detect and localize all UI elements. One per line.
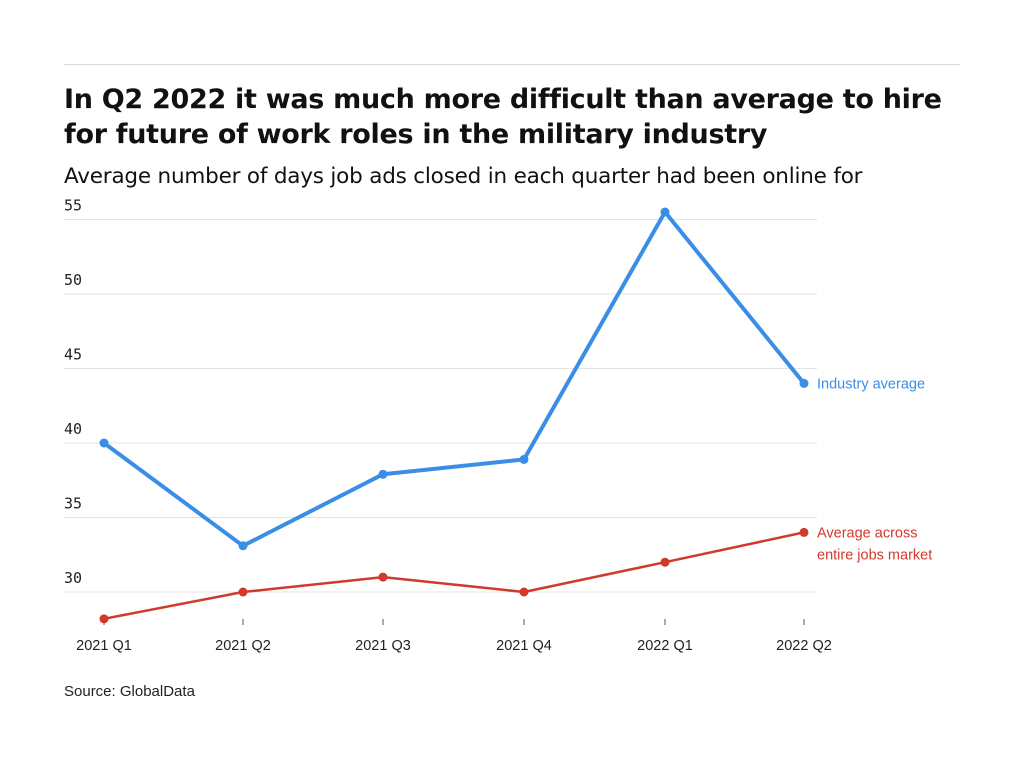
y-tick-label: 50 [64, 271, 82, 289]
y-tick-label: 35 [64, 495, 82, 513]
series-label: Average across [817, 525, 917, 541]
data-point [660, 207, 670, 217]
data-point [378, 572, 388, 582]
data-point [660, 557, 670, 567]
data-point [799, 378, 809, 388]
data-point [799, 527, 809, 537]
x-tick-label: 2021 Q4 [496, 638, 552, 654]
data-point [519, 587, 529, 597]
x-tick-label: 2022 Q2 [776, 638, 832, 654]
top-rule [64, 64, 960, 65]
data-point [519, 454, 529, 464]
x-tick-label: 2021 Q1 [76, 638, 132, 654]
x-tick-label: 2022 Q1 [637, 638, 693, 654]
y-tick-label: 45 [64, 346, 82, 364]
y-tick-label: 30 [64, 569, 82, 587]
source-note: Source: GlobalData [64, 683, 195, 700]
y-tick-label: 40 [64, 420, 82, 438]
data-point [99, 614, 109, 624]
chart-subtitle: Average number of days job ads closed in… [64, 164, 863, 189]
data-point [378, 469, 388, 479]
data-point [238, 587, 248, 597]
data-point [99, 438, 109, 448]
chart-title: In Q2 2022 it was much more difficult th… [64, 84, 942, 150]
series-line-market [103, 531, 805, 621]
x-tick-label: 2021 Q2 [215, 638, 271, 654]
y-tick-label: 55 [64, 197, 82, 215]
series-label: Industry average [817, 376, 925, 392]
data-point [238, 541, 248, 551]
series-label: entire jobs market [817, 547, 932, 563]
x-tick-label: 2021 Q3 [355, 638, 411, 654]
series-line-industry [102, 210, 806, 548]
